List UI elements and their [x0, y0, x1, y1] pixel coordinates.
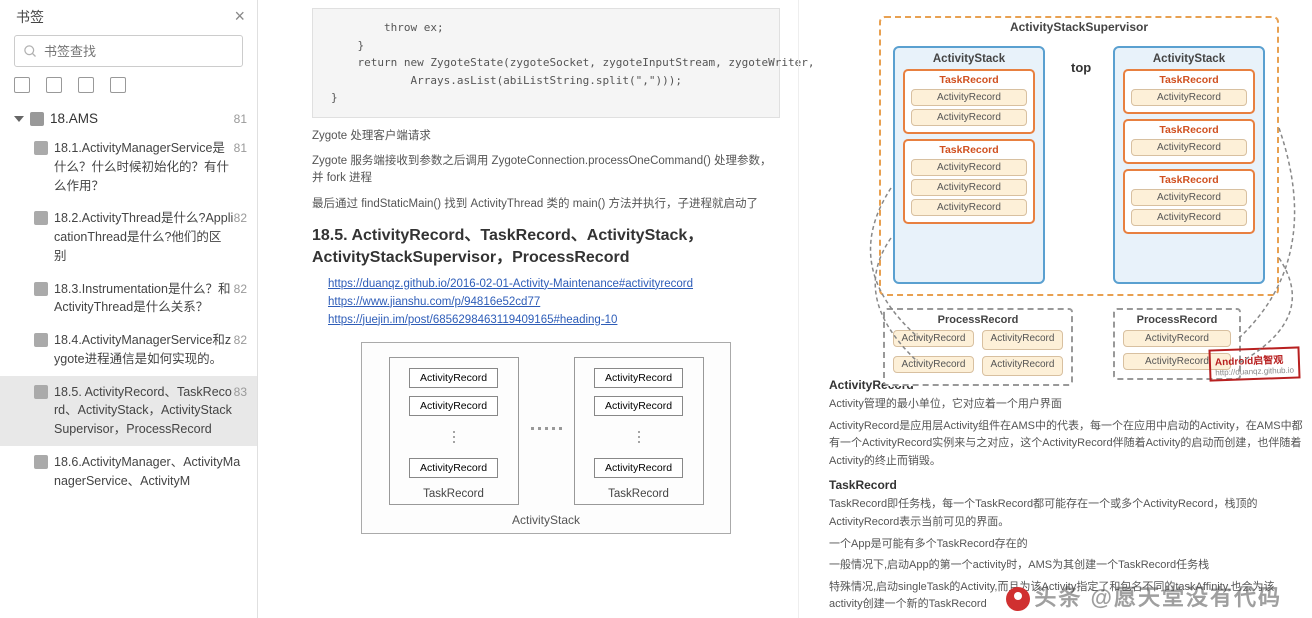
search-box[interactable]	[14, 35, 243, 67]
tree-item[interactable]: 18.5. ActivityRecord、TaskRecord、Activity…	[0, 376, 257, 446]
root-label: 18.AMS	[50, 111, 98, 126]
activity-stack-box: ActivityStack TaskRecordActivityRecordAc…	[893, 46, 1045, 284]
close-icon[interactable]: ×	[234, 6, 245, 27]
document-viewer: throw ex; } return new ZygoteState(zygot…	[258, 0, 1312, 618]
expand-all-icon[interactable]	[14, 77, 30, 93]
section-heading: 18.5. ActivityRecord、TaskRecord、Activity…	[312, 225, 780, 270]
reference-link[interactable]: https://www.jianshu.com/p/94816e52cd77	[328, 296, 780, 308]
paragraph: 一般情况下,启动App的第一个activity时，AMS为其创建一个TaskRe…	[829, 557, 1304, 575]
activity-stack-box: ActivityStack TaskRecordActivityRecord T…	[1113, 46, 1265, 284]
task-record-label: TaskRecord	[423, 488, 484, 500]
tree-item[interactable]: 18.3.Instrumentation是什么？和ActivityThread是…	[0, 273, 257, 325]
sidebar-header: 书签 ×	[0, 0, 257, 31]
item-label: 18.4.ActivityManagerService和zygote进程通信是如…	[54, 331, 234, 369]
search-wrap	[0, 31, 257, 75]
book-icon	[34, 211, 48, 225]
tree-item[interactable]: 18.2.ActivityThread是什么?ApplicationThread…	[0, 202, 257, 272]
book-icon	[34, 282, 48, 296]
reference-link[interactable]: https://juejin.im/post/68562984631194091…	[328, 314, 780, 326]
sidebar-toolbar	[0, 75, 257, 103]
item-label: 18.2.ActivityThread是什么?ApplicationThread…	[54, 209, 234, 265]
content-text: ActivityRecord Activity管理的最小单位，它对应着一个用户界…	[829, 378, 1304, 614]
activity-record-box: ActivityRecord	[409, 458, 498, 478]
page-number: 82	[234, 331, 247, 349]
book-icon	[30, 112, 44, 126]
page-left: throw ex; } return new ZygoteState(zygot…	[258, 0, 798, 618]
page-number: 83	[234, 383, 247, 401]
item-label: 18.3.Instrumentation是什么？和ActivityThread是…	[54, 280, 234, 318]
stack-label: ActivityStack	[903, 53, 1035, 65]
activity-record-box: ActivityRecord	[594, 368, 683, 388]
activity-record-box: ActivityRecord	[409, 396, 498, 416]
top-label: top	[1071, 60, 1091, 75]
paragraph: 最后通过 findStaticMain() 找到 ActivityThread …	[312, 196, 780, 213]
bookmark-icon[interactable]	[78, 77, 94, 93]
paragraph: Zygote 服务端接收到参数之后调用 ZygoteConnection.pro…	[312, 153, 780, 188]
bookmark-tree: 18.AMS 81 18.1.ActivityManagerService是什么…	[0, 103, 257, 618]
collapse-all-icon[interactable]	[46, 77, 62, 93]
reference-link[interactable]: https://duanqz.github.io/2016-02-01-Acti…	[328, 278, 780, 290]
activity-stack-diagram: ActivityRecord ActivityRecord ActivityRe…	[361, 342, 731, 534]
paragraph: 一个App是可能有多个TaskRecord存在的	[829, 536, 1304, 554]
page-right: ActivityStackSupervisor top ActivityStac…	[798, 0, 1312, 618]
tree-item[interactable]: 18.6.ActivityManager、ActivityManagerServ…	[0, 446, 257, 498]
tree-item[interactable]: 18.4.ActivityManagerService和zygote进程通信是如…	[0, 324, 257, 376]
supervisor-diagram: ActivityStackSupervisor top ActivityStac…	[829, 8, 1304, 368]
supervisor-box: ActivityStackSupervisor top ActivityStac…	[879, 16, 1279, 296]
page-number: 82	[234, 280, 247, 298]
task-record-box: ActivityRecord ActivityRecord ActivityRe…	[389, 357, 519, 505]
search-icon	[23, 44, 38, 59]
paragraph: TaskRecord即任务栈，每一个TaskRecord都可能存在一个或多个Ac…	[829, 496, 1304, 531]
process-label: ProcessRecord	[1123, 314, 1231, 326]
chevron-down-icon	[14, 116, 24, 122]
bookmarks-sidebar: 书签 × 18.AMS 81 18.1.ActivityManagerServi…	[0, 0, 258, 618]
paragraph: ActivityRecord是应用层Activity组件在AMS中的代表，每一个…	[829, 418, 1304, 471]
tree-item[interactable]: 18.1.ActivityManagerService是什么？什么时候初始化的？…	[0, 132, 257, 202]
book-icon	[34, 141, 48, 155]
search-input[interactable]	[44, 44, 234, 59]
sidebar-title: 书签	[16, 7, 44, 27]
item-label: 18.1.ActivityManagerService是什么？什么时候初始化的？…	[54, 139, 234, 195]
activity-record-box: ActivityRecord	[594, 396, 683, 416]
page-number: 82	[234, 209, 247, 227]
paragraph: Zygote 处理客户端请求	[312, 128, 780, 145]
activity-record-box: ActivityRecord	[409, 368, 498, 388]
paragraph: Activity管理的最小单位，它对应着一个用户界面	[829, 396, 1304, 414]
page-watermark: 头条 @愿天堂没有代码	[1006, 580, 1282, 612]
book-icon	[34, 333, 48, 347]
activity-stack-label: ActivityStack	[380, 513, 712, 527]
activity-record-box: ActivityRecord	[594, 458, 683, 478]
process-label: ProcessRecord	[893, 314, 1063, 326]
book-icon	[34, 385, 48, 399]
watermark-logo-icon	[1006, 587, 1030, 611]
task-record-box: ActivityRecord ActivityRecord ActivityRe…	[574, 357, 704, 505]
book-icon	[34, 455, 48, 469]
item-label: 18.5. ActivityRecord、TaskRecord、Activity…	[54, 383, 234, 439]
code-block: throw ex; } return new ZygoteState(zygot…	[312, 8, 780, 118]
stack-label: ActivityStack	[1123, 53, 1255, 65]
diagram-watermark: Android启智观http://duanqz.github.io	[1208, 346, 1300, 381]
item-label: 18.6.ActivityManager、ActivityManagerServ…	[54, 453, 247, 491]
page-number: 81	[234, 139, 247, 157]
page-number: 81	[234, 112, 247, 126]
tree-root[interactable]: 18.AMS 81	[0, 105, 257, 132]
ribbon-icon[interactable]	[110, 77, 126, 93]
task-record-label: TaskRecord	[608, 488, 669, 500]
subheading: TaskRecord	[829, 478, 1304, 492]
supervisor-label: ActivityStackSupervisor	[881, 20, 1277, 34]
process-record-box: ProcessRecord ActivityRecordActivityReco…	[883, 308, 1073, 386]
